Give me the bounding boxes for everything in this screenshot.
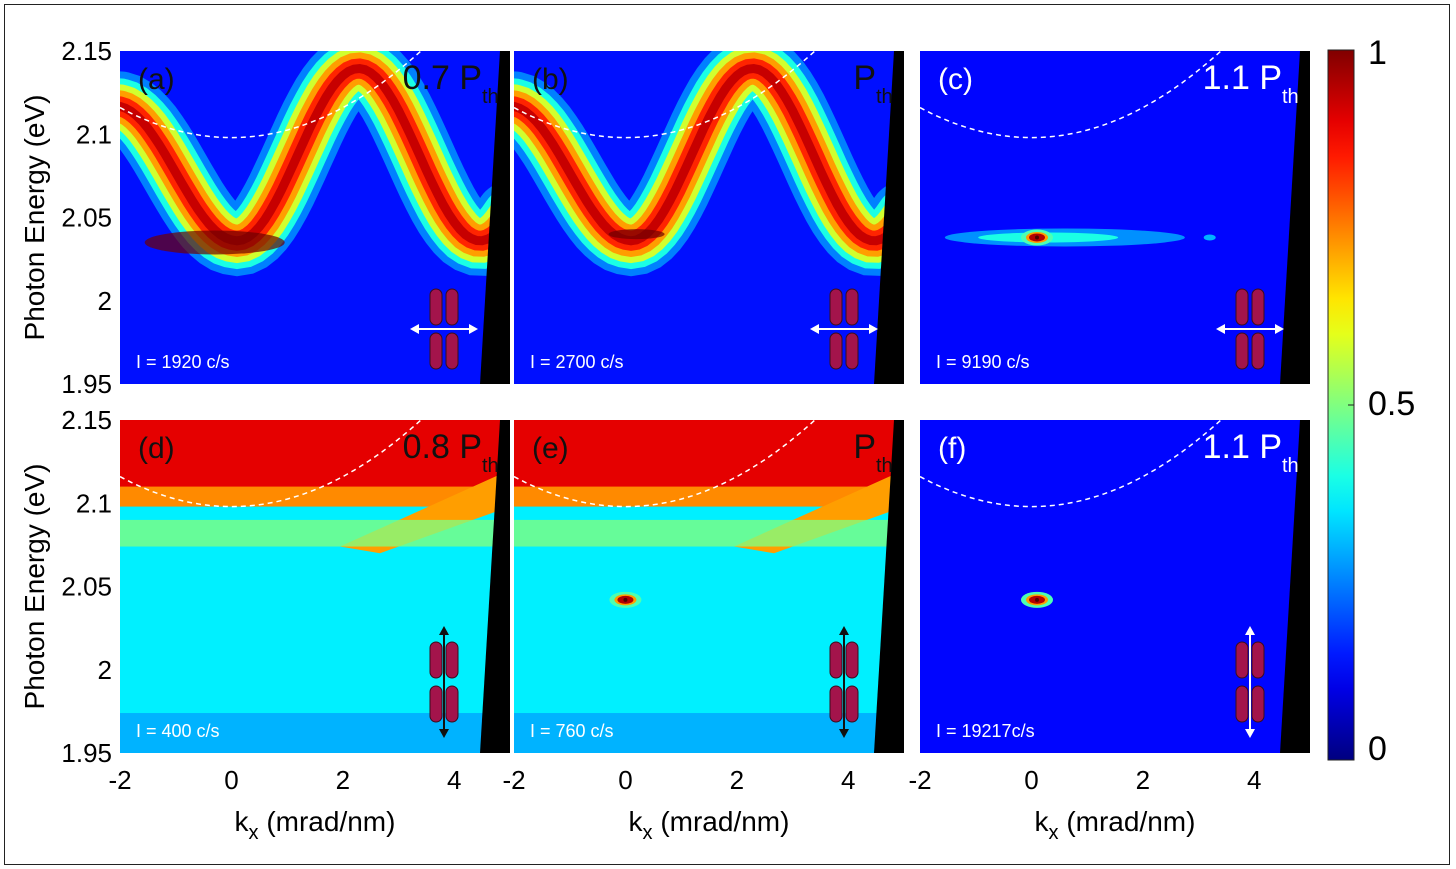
reference-dispersion — [920, 420, 1222, 508]
x-tick-label: 0 — [1024, 765, 1038, 795]
y-tick-label: 1.95 — [61, 369, 112, 399]
dispersion-band — [120, 63, 510, 246]
reference-dispersion — [514, 51, 816, 139]
intensity-label: I = 9190 c/s — [936, 352, 1030, 372]
reference-dispersion — [120, 51, 422, 139]
intensity-label: I = 1920 c/s — [136, 352, 230, 372]
x-tick-label: 0 — [224, 765, 238, 795]
power-label: P — [853, 428, 876, 466]
colorbar-tick-label: 0.5 — [1368, 385, 1415, 423]
detector-edge — [480, 420, 510, 753]
power-label: 1.1 P — [1203, 428, 1282, 466]
x-tick-label: -2 — [908, 765, 931, 795]
detector-edge — [874, 51, 904, 384]
power-subscript: th — [876, 86, 893, 108]
intensity-label: I = 2700 c/s — [530, 352, 624, 372]
y-tick-label: 2.1 — [76, 119, 112, 149]
upper-band — [120, 420, 510, 494]
x-axis-label: kx (mrad/nm) — [629, 806, 790, 844]
detector-edge — [480, 51, 510, 384]
reference-dispersion — [920, 51, 1222, 139]
detector-edge — [1280, 51, 1310, 384]
dispersion-band — [514, 63, 904, 246]
y-axis-label: Photon Energy (eV) — [19, 464, 50, 710]
x-tick-label: 4 — [447, 765, 461, 795]
x-tick-label: 0 — [618, 765, 632, 795]
power-label: 0.7 P — [403, 59, 482, 97]
figure-frame — [4, 4, 1450, 865]
y-tick-label: 2.15 — [61, 405, 112, 435]
power-subscript: th — [1282, 455, 1299, 477]
x-axis-label: kx (mrad/nm) — [1035, 806, 1196, 844]
intensity-peak — [144, 230, 285, 255]
polarization-icon — [829, 626, 859, 738]
x-tick-label: -2 — [108, 765, 131, 795]
panel-label: (b) — [532, 63, 569, 96]
x-tick-label: 4 — [1247, 765, 1261, 795]
x-axis-label: kx (mrad/nm) — [235, 806, 396, 844]
polarization-icon — [410, 288, 478, 370]
x-tick-label: 2 — [336, 765, 350, 795]
colorbar-tick-label: 1 — [1368, 34, 1387, 72]
reference-dispersion — [514, 420, 816, 508]
power-label: 1.1 P — [1203, 59, 1282, 97]
x-tick-label: 2 — [730, 765, 744, 795]
panel-label: (d) — [138, 432, 175, 465]
power-subscript: th — [482, 86, 499, 108]
y-tick-label: 2.15 — [61, 36, 112, 66]
polarization-icon — [1235, 626, 1265, 738]
polarization-icon — [429, 626, 459, 738]
x-tick-label: -2 — [502, 765, 525, 795]
y-tick-label: 2.05 — [61, 572, 112, 602]
y-tick-label: 2.05 — [61, 203, 112, 233]
y-axis-label: Photon Energy (eV) — [19, 95, 50, 341]
upper-band — [514, 420, 904, 494]
x-tick-label: 4 — [841, 765, 855, 795]
power-subscript: th — [876, 455, 893, 477]
panel-label: (c) — [938, 63, 973, 96]
reference-dispersion — [120, 420, 422, 508]
panel-label: (f) — [938, 432, 966, 465]
colorbar-tick-label: 0 — [1368, 730, 1387, 768]
intensity-label: I = 19217c/s — [936, 721, 1035, 741]
intensity-label: I = 760 c/s — [530, 721, 614, 741]
axes: 2.15 2.1 2.05 2 1.95 Photon Energy (eV) -2 0 2 4 k… — [19, 36, 1262, 844]
intensity-label: I = 400 c/s — [136, 721, 220, 741]
detector-edge — [1280, 420, 1310, 753]
y-tick-label: 2 — [98, 286, 112, 316]
x-tick-label: 2 — [1136, 765, 1150, 795]
power-subscript: th — [1282, 86, 1299, 108]
y-tick-label: 1.95 — [61, 738, 112, 768]
detector-edge — [874, 420, 904, 753]
power-label: 0.8 P — [403, 428, 482, 466]
power-label: P — [853, 59, 876, 97]
power-subscript: th — [482, 455, 499, 477]
heatmap-background — [920, 51, 1310, 384]
polarization-icon — [1216, 288, 1284, 370]
polarization-icon — [810, 288, 878, 370]
panel-label: (a) — [138, 63, 175, 96]
panel-label: (e) — [532, 432, 569, 465]
intensity-peak — [608, 229, 665, 240]
y-tick-label: 2 — [98, 655, 112, 685]
y-tick-label: 2.1 — [76, 488, 112, 518]
colorbar: 10.50 — [1327, 34, 1415, 768]
